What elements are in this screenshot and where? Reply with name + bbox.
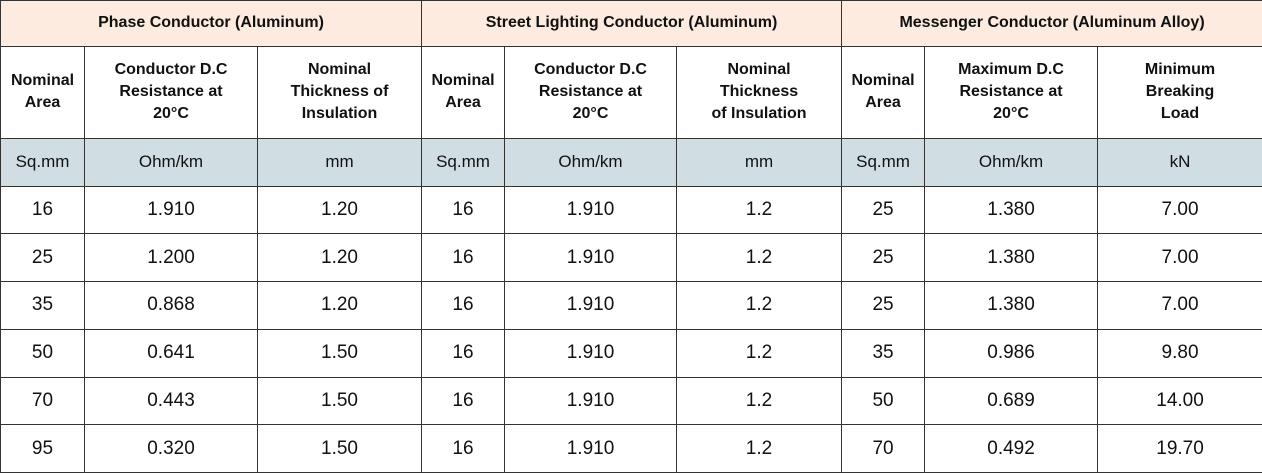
data-cell: 14.00: [1097, 376, 1262, 426]
data-cell: 1.910: [504, 185, 677, 235]
data-cell: 25: [841, 185, 926, 235]
column-header: Maximum D.C Resistance at 20°C: [924, 45, 1099, 140]
unit-cell: Sq.mm: [841, 138, 926, 187]
data-cell: 16: [421, 424, 505, 473]
data-cell: 1.20: [257, 233, 422, 283]
data-cell: 50: [841, 376, 926, 426]
data-cell: 1.910: [504, 328, 677, 378]
data-cell: 1.2: [675, 233, 843, 283]
data-cell: 16: [0, 185, 85, 235]
data-cell: 1.910: [504, 281, 677, 330]
data-cell: 7.00: [1097, 185, 1262, 235]
group-row: Phase Conductor (Aluminum) Street Lightin…: [0, 0, 1262, 47]
data-cell: 1.200: [84, 233, 258, 283]
data-row: 70 0.443 1.50 16 1.910 1.2 50 0.689 14.00: [0, 376, 1262, 426]
unit-cell: Sq.mm: [0, 138, 85, 187]
data-cell: 1.20: [257, 185, 422, 235]
unit-cell: kN: [1097, 138, 1262, 187]
group-header: Messenger Conductor (Aluminum Alloy): [841, 0, 1262, 47]
data-cell: 1.2: [675, 328, 843, 378]
data-cell: 0.492: [924, 424, 1099, 473]
data-cell: 1.380: [924, 185, 1099, 235]
group-header: Street Lighting Conductor (Aluminum): [420, 0, 843, 47]
group-header: Phase Conductor (Aluminum): [0, 0, 422, 47]
data-cell: 1.380: [924, 233, 1099, 283]
data-cell: 25: [841, 233, 926, 283]
header-row: Nominal Area Conductor D.C Resistance at …: [0, 45, 1262, 140]
data-row: 25 1.200 1.20 16 1.910 1.2 25 1.380 7.00: [0, 233, 1262, 283]
data-cell: 25: [841, 281, 926, 330]
data-cell: 1.2: [675, 185, 843, 235]
data-cell: 1.50: [257, 376, 422, 426]
data-cell: 16: [421, 328, 505, 378]
data-cell: 7.00: [1097, 281, 1262, 330]
column-header: Minimum Breaking Load: [1097, 45, 1262, 140]
data-cell: 0.320: [84, 424, 258, 473]
column-header: Nominal Area: [841, 45, 926, 140]
data-cell: 0.641: [84, 328, 258, 378]
column-header: Conductor D.C Resistance at 20°C: [84, 45, 258, 140]
data-cell: 1.910: [84, 185, 258, 235]
data-cell: 1.2: [675, 424, 843, 473]
data-cell: 1.910: [504, 233, 677, 283]
data-cell: 50: [0, 328, 85, 378]
data-cell: 25: [0, 233, 85, 283]
data-row: 35 0.868 1.20 16 1.910 1.2 25 1.380 7.00: [0, 281, 1262, 330]
data-cell: 70: [0, 376, 85, 426]
data-row: 16 1.910 1.20 16 1.910 1.2 25 1.380 7.00: [0, 185, 1262, 235]
data-cell: 1.50: [257, 328, 422, 378]
column-header: Nominal Thickness of Insulation: [675, 45, 843, 140]
unit-cell: Ohm/km: [84, 138, 258, 187]
data-cell: 0.986: [924, 328, 1099, 378]
data-cell: 1.2: [675, 376, 843, 426]
data-cell: 35: [0, 281, 85, 330]
unit-cell: mm: [257, 138, 422, 187]
data-cell: 0.443: [84, 376, 258, 426]
data-cell: 35: [841, 328, 926, 378]
data-cell: 16: [421, 233, 505, 283]
unit-cell: Sq.mm: [421, 138, 505, 187]
data-row: 50 0.641 1.50 16 1.910 1.2 35 0.986 9.80: [0, 328, 1262, 378]
column-header: Conductor D.C Resistance at 20°C: [504, 45, 677, 140]
column-header: Nominal Thickness of Insulation: [257, 45, 422, 140]
unit-cell: mm: [675, 138, 843, 187]
data-cell: 0.868: [84, 281, 258, 330]
data-cell: 1.380: [924, 281, 1099, 330]
unit-cell: Ohm/km: [504, 138, 677, 187]
column-header: Nominal Area: [0, 45, 85, 140]
data-cell: 16: [421, 376, 505, 426]
data-cell: 0.689: [924, 376, 1099, 426]
data-cell: 70: [841, 424, 926, 473]
data-cell: 7.00: [1097, 233, 1262, 283]
column-header: Nominal Area: [421, 45, 505, 140]
unit-cell: Ohm/km: [924, 138, 1099, 187]
data-cell: 1.50: [257, 424, 422, 473]
unit-row: Sq.mm Ohm/km mm Sq.mm Ohm/km mm Sq.mm Ohm/km kN: [0, 138, 1262, 187]
data-row: 95 0.320 1.50 16 1.910 1.2 70 0.492 19.70: [0, 424, 1262, 473]
data-cell: 1.910: [504, 376, 677, 426]
data-cell: 1.20: [257, 281, 422, 330]
data-cell: 95: [0, 424, 85, 473]
data-cell: 19.70: [1097, 424, 1262, 473]
data-cell: 1.910: [504, 424, 677, 473]
data-cell: 9.80: [1097, 328, 1262, 378]
data-cell: 1.2: [675, 281, 843, 330]
data-cell: 16: [421, 185, 505, 235]
data-cell: 16: [421, 281, 505, 330]
